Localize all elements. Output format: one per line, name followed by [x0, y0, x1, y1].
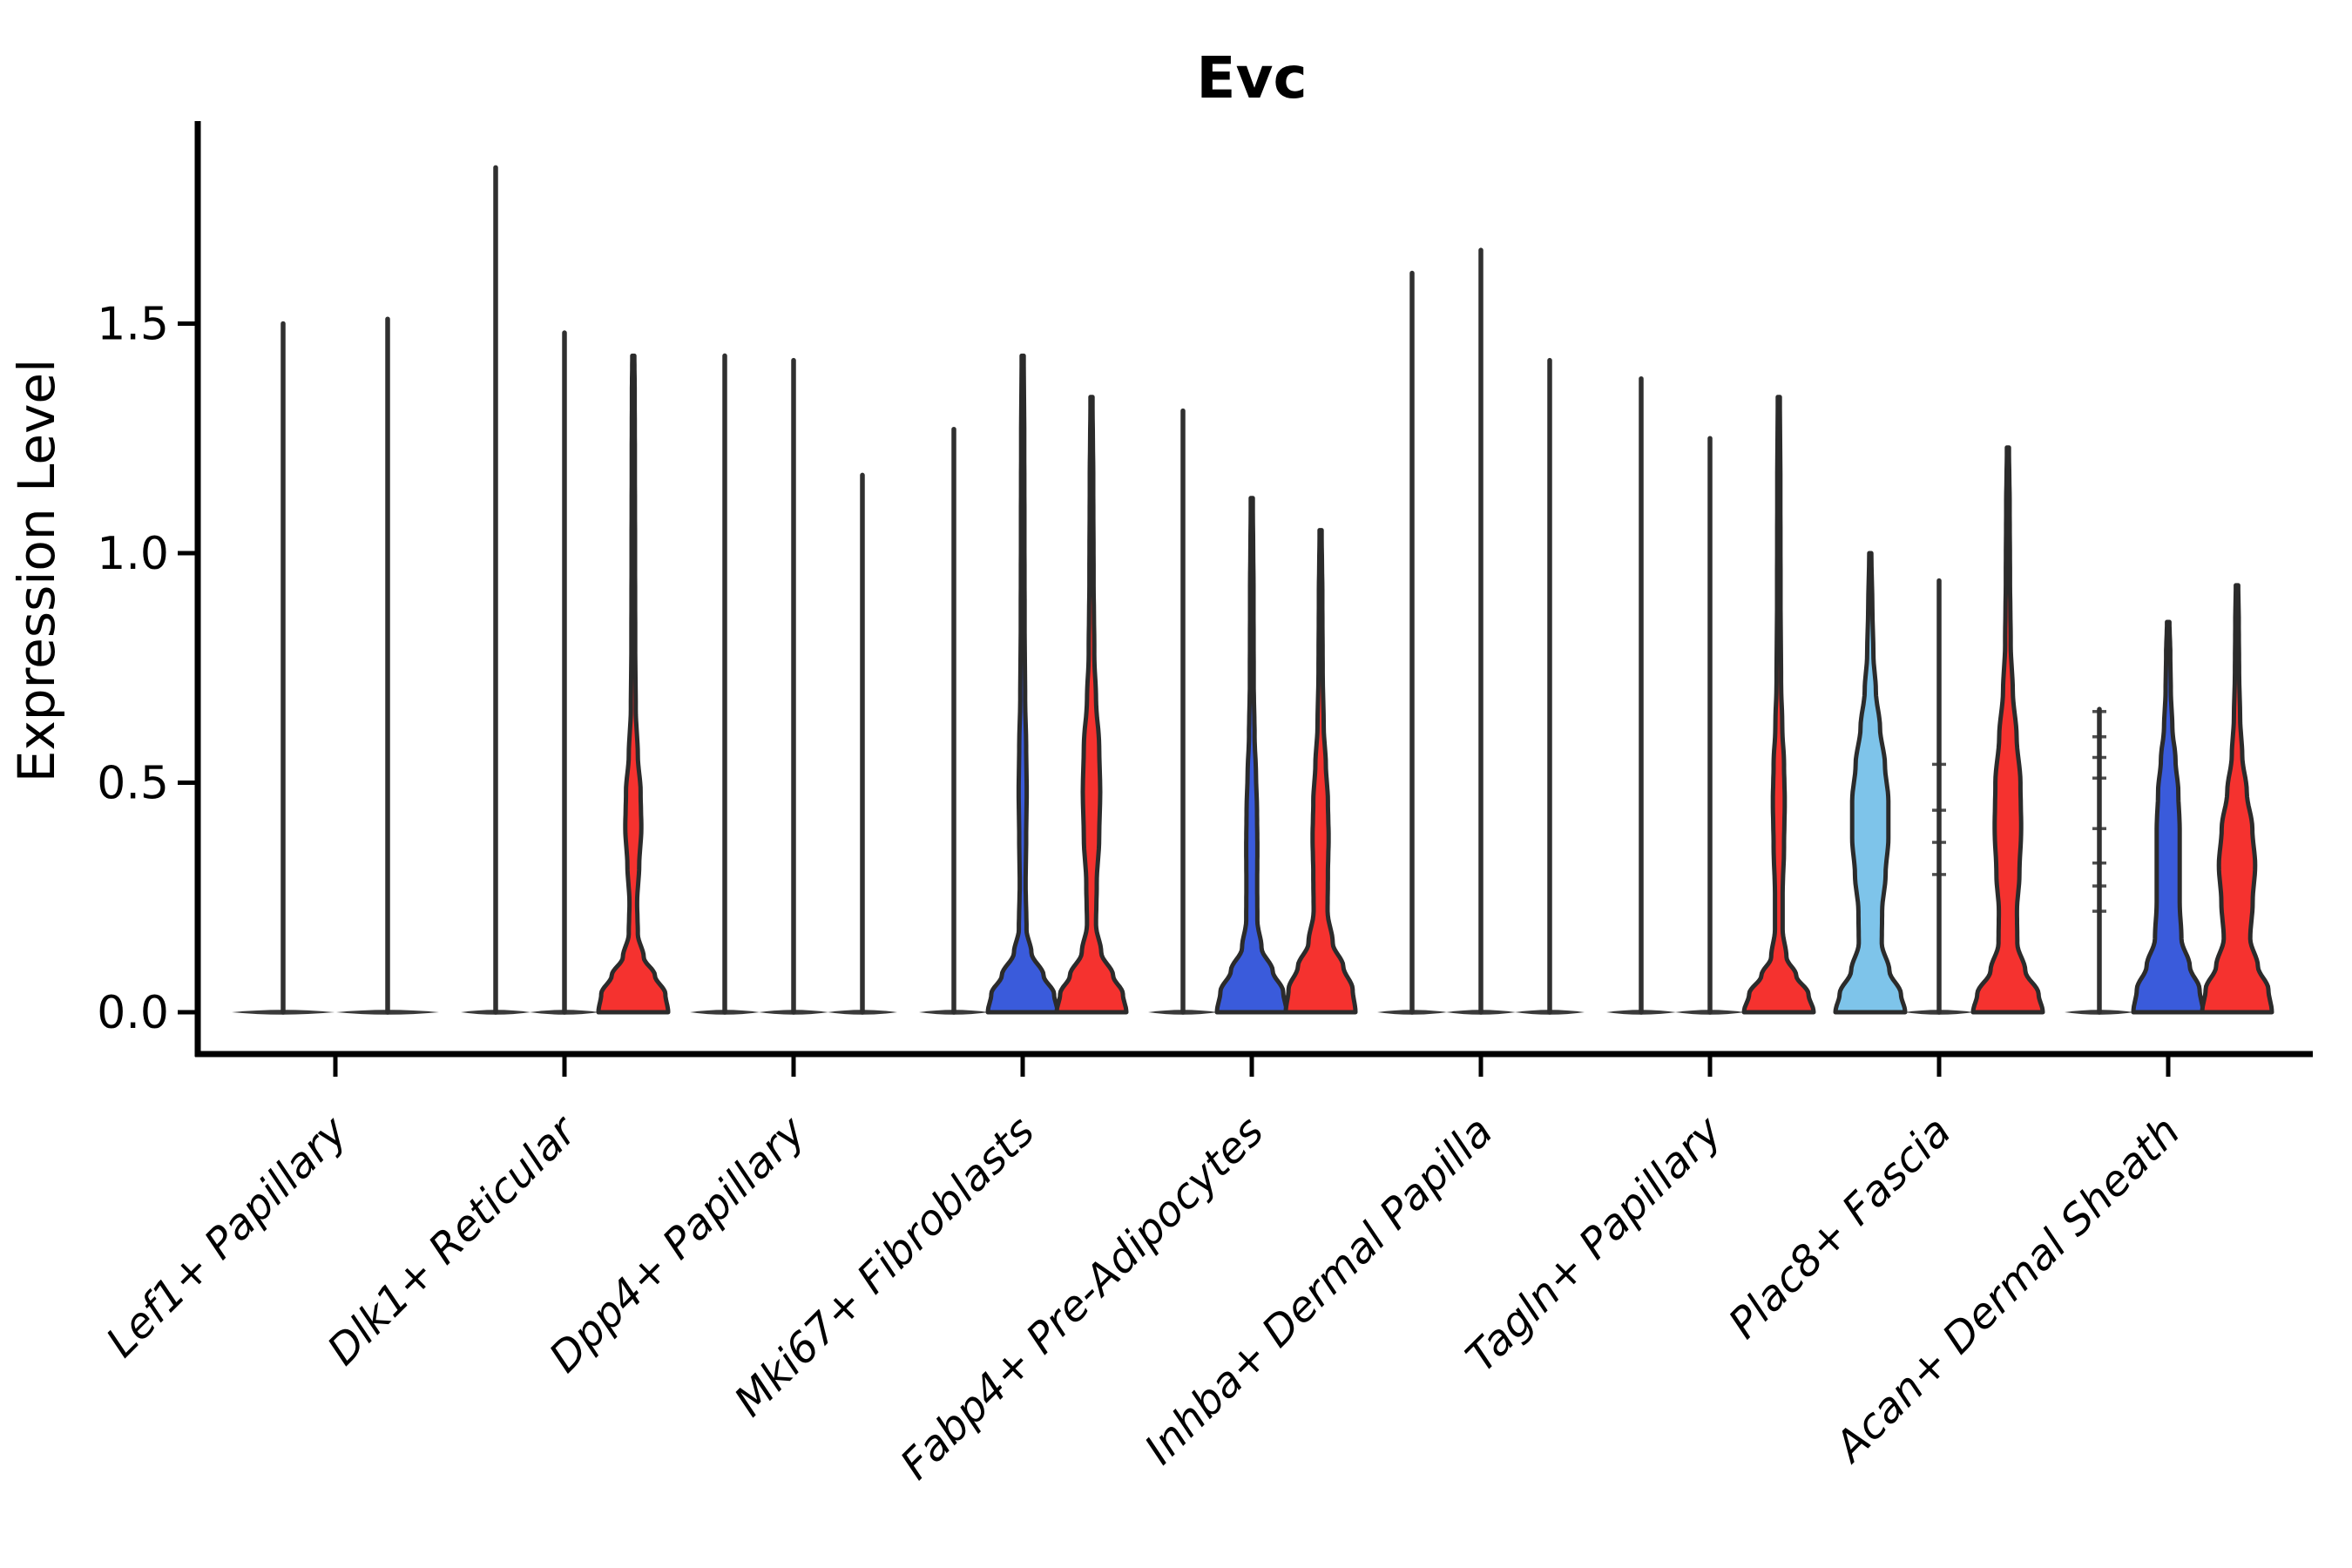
violin-body-blue	[985, 353, 1060, 1015]
violin-body-red	[1054, 395, 1129, 1015]
violins	[232, 165, 2274, 1015]
violin-mki67-fibroblasts-slot1	[919, 426, 989, 1015]
violin-lef1-papillary-slot2	[336, 316, 439, 1015]
violin-dlk1-reticular-slot1	[461, 165, 531, 1015]
violin-body-lightblue	[1833, 551, 1908, 1015]
violin-dpp4-papillary-slot2	[759, 357, 828, 1015]
violin-body-red	[1970, 445, 2045, 1015]
x-tick-label-plac8-fascia: Plac8+ Fascia	[1720, 1107, 1961, 1348]
violin-inhba-dermal-papilla-slot1	[1377, 270, 1447, 1015]
violin-plac8-fascia-slot1	[1833, 551, 1908, 1015]
violin-body-red	[1741, 395, 1816, 1015]
violin-body-red	[596, 353, 671, 1015]
y-tick-label: 1.0	[97, 528, 169, 580]
violin-dlk1-reticular-slot3	[596, 353, 671, 1015]
x-tick-label-tagln-papillary: Tagln+ Papillary	[1456, 1106, 1732, 1382]
violin-plac8-fascia-slot2	[1904, 578, 1974, 1015]
violin-dpp4-papillary-slot3	[828, 472, 897, 1015]
violin-tagln-papillary-slot3	[1741, 395, 1816, 1015]
violin-body-red	[1283, 528, 1358, 1015]
x-tick-label-lef1-papillary: Lef1+ Papillary	[97, 1106, 357, 1367]
violin-acan-dermal-sheath-slot3	[2200, 583, 2274, 1015]
violin-mki67-fibroblasts-slot2	[985, 353, 1060, 1015]
violin-fabp4-pre-adipocytes-slot1	[1148, 408, 1218, 1015]
x-tick-label-dpp4-papillary: Dpp4+ Papillary	[540, 1106, 815, 1382]
violin-body-blue	[1214, 496, 1289, 1015]
violin-inhba-dermal-papilla-slot2	[1446, 247, 1516, 1015]
violin-tagln-papillary-slot2	[1675, 436, 1745, 1015]
violin-body-red	[2200, 583, 2274, 1015]
y-tick-label: 1.5	[97, 299, 169, 351]
x-tick-label-fabp4-pre-adipocytes: Fabp4+ Pre-Adipocytes	[891, 1107, 1274, 1490]
violin-body-blue	[2131, 619, 2206, 1015]
violin-mki67-fibroblasts-slot3	[1054, 395, 1129, 1015]
violin-acan-dermal-sheath-slot1	[2065, 706, 2134, 1015]
violin-lef1-papillary-slot1	[232, 321, 335, 1015]
chart-title: Evc	[1196, 44, 1307, 112]
x-tick-label-dlk1-reticular: Dlk1+ Reticular	[318, 1105, 588, 1375]
violin-tagln-papillary-slot1	[1606, 375, 1676, 1015]
violin-fabp4-pre-adipocytes-slot3	[1283, 528, 1358, 1015]
violin-acan-dermal-sheath-slot2	[2131, 619, 2206, 1015]
violin-inhba-dermal-papilla-slot3	[1515, 357, 1585, 1015]
y-tick-label: 0.0	[97, 987, 169, 1039]
violin-plac8-fascia-slot3	[1970, 445, 2045, 1015]
violin-dlk1-reticular-slot2	[530, 330, 599, 1015]
y-tick-label: 0.5	[97, 758, 169, 810]
violin-dpp4-papillary-slot1	[690, 353, 760, 1015]
y-axis-label: Expression Level	[7, 359, 66, 782]
violin-fabp4-pre-adipocytes-slot2	[1214, 496, 1289, 1015]
